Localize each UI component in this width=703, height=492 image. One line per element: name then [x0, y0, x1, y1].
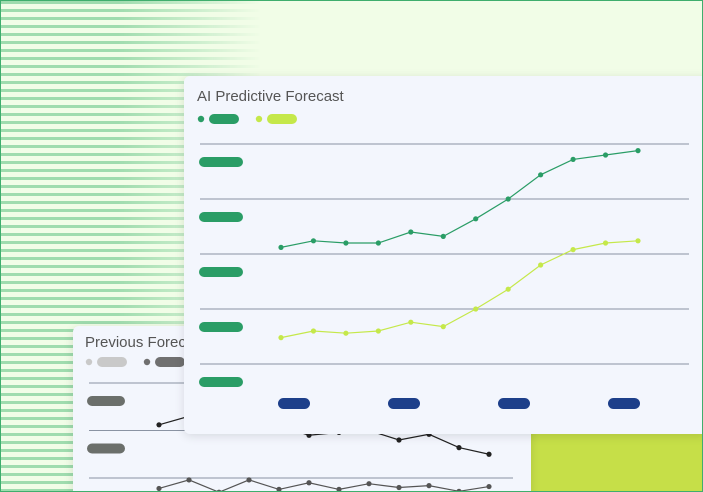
data-point: [278, 335, 284, 341]
data-point: [156, 485, 162, 491]
data-point: [408, 229, 414, 235]
data-point: [473, 306, 479, 312]
data-point: [375, 240, 381, 246]
data-point: [635, 148, 641, 154]
y-tick-pill: [199, 157, 243, 167]
legend-pill: [155, 357, 185, 367]
chart-title: AI Predictive Forecast: [197, 88, 345, 105]
x-tick-pill: [498, 398, 530, 409]
y-tick-pill: [199, 212, 243, 222]
data-point: [505, 286, 511, 292]
data-point: [306, 480, 312, 486]
legend-pill: [267, 114, 297, 124]
data-point: [156, 422, 162, 428]
data-point: [505, 196, 511, 202]
chart-title: Previous Forecast: [85, 334, 207, 351]
data-point: [426, 483, 432, 489]
legend-dot: [143, 358, 151, 366]
x-tick-pill: [608, 398, 640, 409]
data-point: [570, 247, 576, 253]
data-point: [310, 328, 317, 334]
y-tick-pill: [199, 322, 243, 332]
data-point: [486, 451, 492, 457]
data-point: [486, 483, 492, 490]
series-line: [280, 150, 639, 248]
data-point: [473, 216, 479, 222]
series-line: [280, 240, 639, 339]
data-point: [186, 477, 192, 483]
data-point: [216, 489, 222, 491]
y-tick-pill: [87, 396, 125, 406]
data-point: [538, 262, 544, 268]
x-tick-pill: [388, 398, 420, 409]
data-point: [408, 319, 414, 325]
legend-pill: [209, 114, 239, 124]
x-tick-pill: [278, 398, 310, 409]
data-point: [336, 486, 342, 491]
data-point: [456, 445, 462, 451]
data-point: [396, 484, 402, 491]
legend-dot: [85, 358, 93, 366]
y-tick-pill: [199, 267, 243, 277]
data-point: [396, 437, 402, 443]
data-point: [246, 477, 252, 483]
legend-dot: [197, 115, 205, 123]
data-point: [440, 324, 446, 330]
y-tick-pill: [87, 443, 125, 454]
data-point: [440, 233, 446, 239]
data-point: [602, 240, 609, 246]
data-point: [276, 486, 282, 491]
ai-chart: AI Predictive Forecast: [197, 88, 689, 409]
legend-dot: [255, 115, 263, 123]
data-point: [602, 152, 609, 158]
data-point: [278, 244, 284, 250]
data-point: [310, 238, 317, 244]
data-point: [375, 328, 381, 334]
data-point: [366, 481, 372, 487]
data-point: [635, 238, 641, 244]
data-point: [456, 488, 462, 491]
data-point: [343, 240, 349, 246]
legend-pill: [97, 357, 127, 367]
data-point: [343, 330, 349, 336]
series-line: [158, 479, 490, 491]
ai-card: AI Predictive Forecast: [184, 76, 702, 434]
data-point: [538, 172, 544, 178]
y-tick-pill: [199, 377, 243, 387]
data-point: [570, 156, 576, 162]
